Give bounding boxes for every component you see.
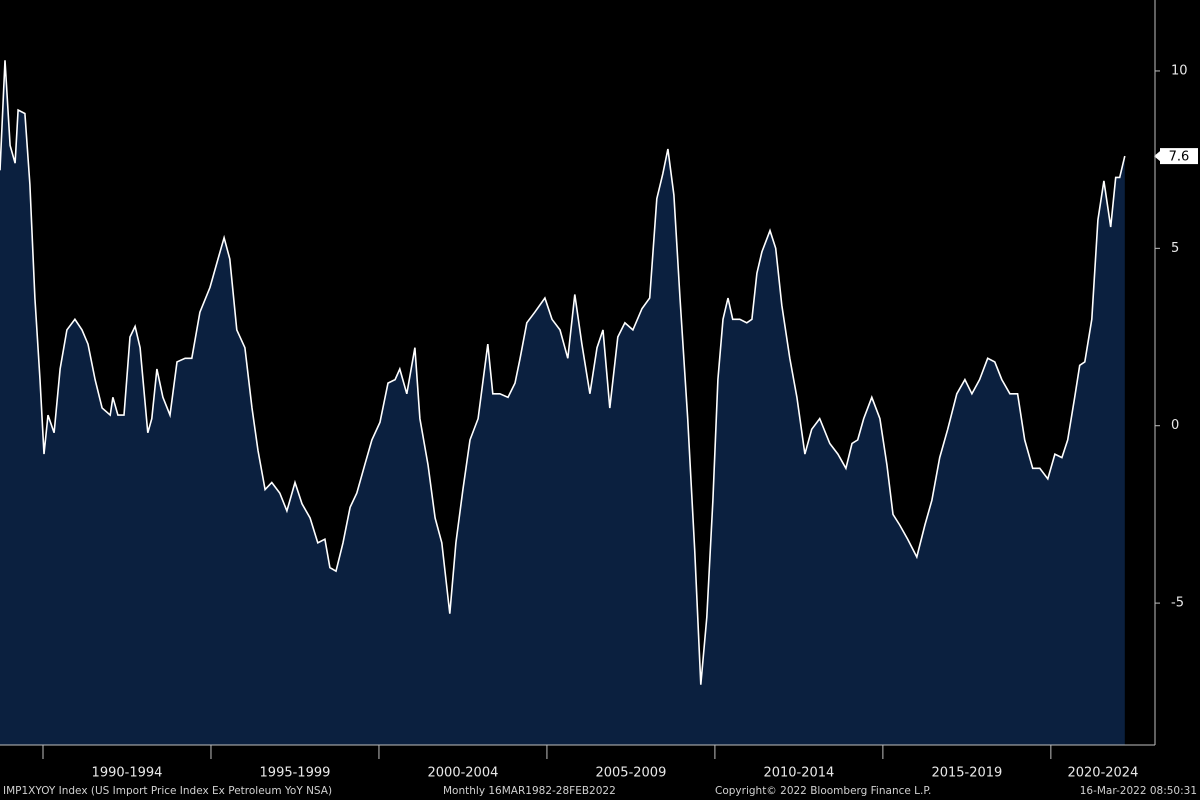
x-tick-label: 1995-1999 bbox=[260, 766, 331, 781]
last-value-label: 7.6 bbox=[1169, 150, 1190, 165]
line bbox=[0, 60, 1126, 685]
x-tick-label: 2010-2014 bbox=[763, 766, 834, 781]
x-tick-label: 1990-1994 bbox=[92, 766, 163, 781]
x-tick-label: 2015-2019 bbox=[931, 766, 1002, 781]
y-tick-label: -5 bbox=[1171, 596, 1184, 611]
last-value-pointer bbox=[1154, 151, 1160, 162]
x-tick-label: 2005-2009 bbox=[595, 766, 666, 781]
footer-range: Monthly 16MAR1982-28FEB2022 bbox=[443, 785, 616, 797]
y-tick-label: 5 bbox=[1171, 241, 1179, 256]
area bbox=[0, 60, 1125, 746]
last-value-box bbox=[1160, 148, 1198, 165]
y-tick-label: 10 bbox=[1171, 63, 1188, 78]
y-tick-label: 0 bbox=[1171, 418, 1179, 433]
footer-security: IMP1XYOY Index (US Import Price Index Ex… bbox=[3, 785, 332, 797]
x-tick-label: 2020-2024 bbox=[1067, 766, 1138, 781]
footer-copyright: Copyright© 2022 Bloomberg Finance L.P. bbox=[715, 785, 931, 797]
x-tick-label: 2000-2004 bbox=[428, 766, 499, 781]
footer-timestamp: 16-Mar-2022 08:50:31 bbox=[1080, 785, 1197, 797]
